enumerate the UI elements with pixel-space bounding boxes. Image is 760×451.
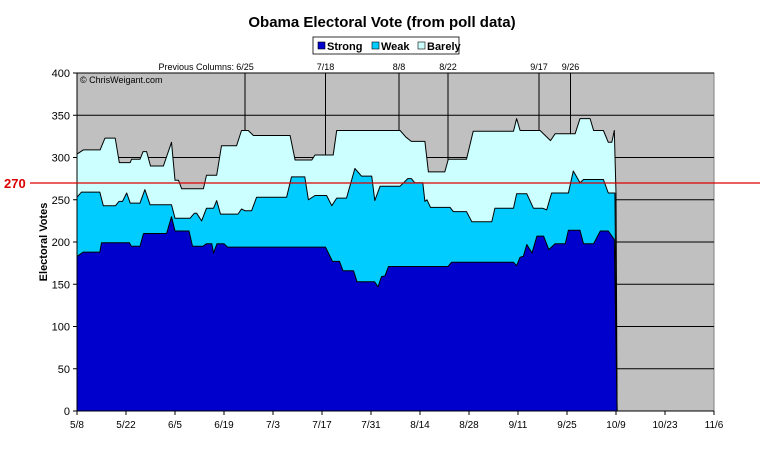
watermark: © ChrisWeigant.com (80, 75, 163, 85)
y-tick-label: 200 (52, 237, 70, 249)
legend-swatch-strong (317, 41, 326, 50)
y-tick-label: 0 (64, 406, 70, 418)
marker-label: 8/8 (393, 62, 406, 72)
y-tick-label: 300 (52, 153, 70, 165)
legend-box (312, 36, 460, 55)
legend-label-strong: Strong (327, 41, 362, 53)
legend-label-barely: Barely (427, 41, 462, 53)
y-tick-label: 100 (52, 322, 70, 334)
legend: Strong Weak Barely (312, 36, 462, 55)
x-tick-label: 6/5 (168, 420, 182, 431)
x-tick-label: 10/9 (606, 420, 626, 431)
x-tick-label: 7/17 (312, 420, 332, 431)
x-tick-label: 11/6 (705, 420, 724, 431)
x-tick-label: 9/11 (509, 420, 528, 431)
x-tick-label: 8/28 (459, 420, 479, 431)
y-tick-label: 50 (58, 364, 70, 376)
x-tick-label: 8/14 (410, 420, 430, 431)
x-tick-label: 7/3 (266, 420, 280, 431)
marker-label: 9/26 (562, 62, 580, 72)
x-tick-label: 7/31 (361, 420, 381, 431)
y-tick-label: 250 (52, 195, 70, 207)
x-tick-label: 5/22 (116, 420, 136, 431)
marker-label: 7/18 (317, 62, 335, 72)
chart-title: Obama Electoral Vote (from poll data) (248, 14, 515, 31)
y-tick-label: 350 (52, 110, 70, 122)
marker-label: 8/22 (439, 62, 457, 72)
x-tick-label: 10/23 (652, 420, 677, 431)
marker-prefix: Previous Columns: (158, 62, 234, 72)
y-tick-label: 400 (52, 68, 70, 80)
x-tick-label: 6/19 (214, 420, 234, 431)
y-axis-label: Electoral Votes (38, 203, 50, 282)
x-tick-label: 5/8 (70, 420, 84, 431)
area-strong (76, 216, 618, 412)
legend-swatch-weak (371, 41, 380, 50)
legend-label-weak: Weak (381, 41, 410, 53)
marker-label: 9/17 (530, 62, 548, 72)
y-tick-label: 150 (52, 279, 70, 291)
legend-swatch-barely (417, 41, 426, 50)
threshold-label: 270 (4, 176, 26, 191)
marker-label: 6/25 (236, 62, 254, 72)
x-tick-label: 9/25 (557, 420, 577, 431)
